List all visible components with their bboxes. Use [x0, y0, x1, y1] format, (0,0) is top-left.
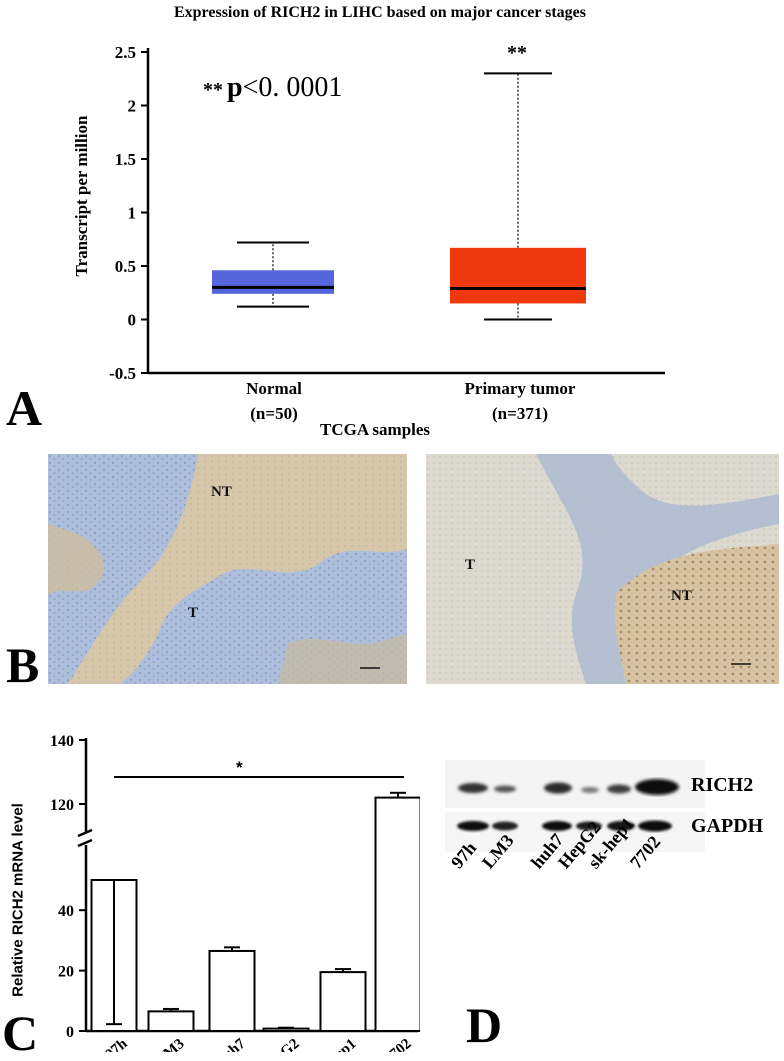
box-tumor — [450, 247, 586, 304]
panel-letter-a: A — [6, 380, 43, 436]
group-label-normal: Normal (n=50) — [214, 376, 334, 426]
bar-chart: 140 120 40 20 0 97h LM3 huh7 HepG2 sk-hep1 7702 — [50, 733, 420, 1052]
x-tick-label: HepG2 — [257, 1036, 302, 1052]
y-tick-label: 2 — [128, 97, 137, 116]
x-tick-label: LM3 — [153, 1036, 188, 1052]
significance-value: <0. 0001 — [242, 72, 343, 103]
ihc-right-nt-label: NT — [671, 588, 692, 604]
bar-huh7 — [208, 949, 256, 1032]
bar-sk-hep1 — [319, 971, 367, 1032]
group-name-tumor: Primary tumor — [464, 379, 576, 398]
y-axis-label-a: Transcript per million — [72, 115, 91, 277]
x-axis-label-a: TCGA samples — [320, 420, 431, 439]
blot-label-gapdh: GAPDH — [691, 815, 764, 837]
x-tick-label: huh7 — [213, 1035, 249, 1052]
box-normal — [212, 270, 334, 294]
y-axis-label-c: Relative RICH2 mRNA level — [9, 803, 27, 997]
tumor-significance-stars: ** — [507, 42, 527, 64]
ihc-right-t-label: T — [465, 557, 476, 573]
y-tick-label: 20 — [58, 964, 74, 981]
significance-p: p — [227, 72, 243, 103]
group-label-tumor: Primary tumor (n=371) — [435, 376, 605, 426]
panel-letter-d: D — [466, 997, 503, 1053]
western-blot — [445, 760, 705, 820]
y-tick-label: 140 — [50, 733, 74, 750]
bar-LM3 — [147, 1010, 195, 1032]
ihc-image-left: NT T — [48, 454, 407, 684]
y-tick-label: 0.5 — [115, 257, 136, 276]
x-tick-label: 7702 — [381, 1036, 414, 1052]
y-tick-label: 0 — [128, 311, 137, 330]
x-tick-label: 97h — [102, 1035, 131, 1052]
axis-break-mark — [77, 828, 93, 838]
y-tick-label: 40 — [58, 903, 74, 920]
c-significance-star: * — [236, 758, 243, 777]
bar-HepG2 — [262, 1027, 310, 1033]
significance-stars: ** — [203, 79, 223, 101]
group-n-normal: (n=50) — [250, 404, 298, 423]
bar-7702 — [374, 796, 420, 1032]
ihc-image-right: NT T — [426, 454, 779, 684]
western-blot-gapdh — [445, 812, 705, 912]
panel-letter-c: C — [2, 1005, 39, 1061]
group-name-normal: Normal — [246, 379, 302, 398]
ihc-left-nt-label: NT — [211, 484, 232, 500]
box-plot-chart: 2.5 2 1.5 1 0.5 0 -0.5 — [109, 43, 665, 383]
significance-annotation: ** p<0. 0001 — [203, 72, 342, 104]
y-tick-label: -0.5 — [109, 364, 136, 383]
x-tick-label: sk-hep1 — [311, 1036, 360, 1052]
y-tick-label: 1 — [128, 204, 137, 223]
panel-letter-b: B — [6, 637, 40, 693]
y-tick-label: 1.5 — [115, 150, 136, 169]
chart-a-title: Expression of RICH2 in LIHC based on maj… — [173, 4, 587, 21]
axis-break-mark — [77, 838, 93, 848]
group-n-tumor: (n=371) — [492, 404, 548, 423]
y-tick-label: 0 — [66, 1024, 74, 1041]
blot-label-rich2: RICH2 — [691, 774, 754, 796]
y-tick-label: 120 — [50, 797, 74, 814]
y-tick-label: 2.5 — [115, 43, 136, 62]
ihc-left-t-label: T — [188, 605, 199, 621]
